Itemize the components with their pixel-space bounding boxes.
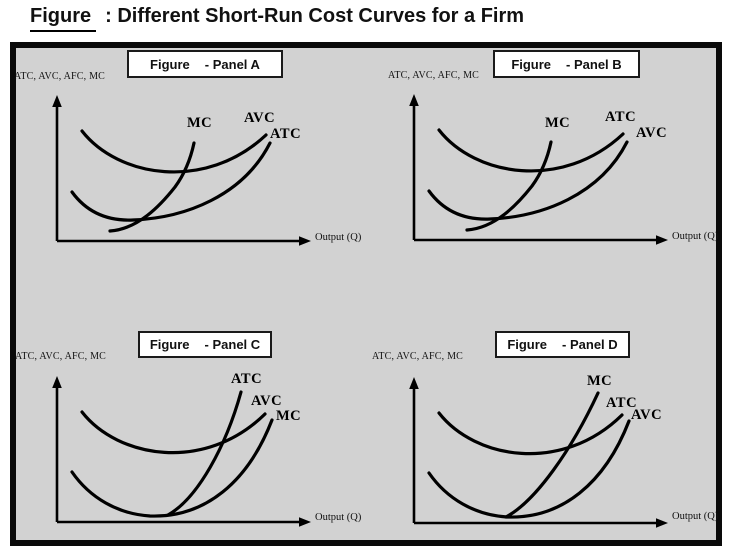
panel-a-atc-curve bbox=[70, 141, 272, 222]
panel-b-title-panel: - Panel B bbox=[566, 56, 622, 72]
panel-b-x-axis-label: Output (Q) bbox=[672, 231, 719, 242]
panel-b-y-axis-arrow-icon bbox=[409, 94, 419, 106]
panel-c-curves bbox=[70, 390, 274, 518]
panel-d-x-axis-label: Output (Q) bbox=[672, 511, 719, 522]
panel-d-curve-label-avc: AVC bbox=[631, 407, 663, 423]
panel-b-axes bbox=[412, 104, 658, 242]
panel-b-atc-curve bbox=[437, 128, 625, 173]
panel-c-avc-curve bbox=[80, 410, 267, 455]
panel-d-atc-curve bbox=[437, 411, 624, 456]
panel-d-title-panel: - Panel D bbox=[562, 337, 618, 352]
panel-c-x-axis-label: Output (Q) bbox=[315, 512, 362, 523]
panel-c-title-figure: Figure bbox=[149, 337, 190, 352]
panel-d-x-axis-arrow-icon bbox=[656, 518, 668, 528]
panel-d-curve-label-atc: ATC bbox=[606, 395, 638, 411]
panel-a-title-figure: Figure bbox=[150, 56, 190, 72]
panel-c-title-box: Figure - Panel C bbox=[138, 331, 272, 358]
panel-c-x-axis-arrow-icon bbox=[299, 517, 311, 527]
panel-a-title-box: Figure - Panel A bbox=[127, 50, 283, 78]
panel-b-avc-curve bbox=[427, 140, 629, 221]
panel-a-title-panel: - Panel A bbox=[204, 56, 260, 72]
panel-c-y-axis-label: ATC, AVC, AFC, MC bbox=[15, 351, 107, 362]
page-title-figure-word: Figure bbox=[30, 5, 97, 32]
panel-a-curve-label-mc: MC bbox=[187, 115, 213, 131]
panel-c-axes bbox=[55, 386, 301, 524]
panel-d-title-figure: Figure bbox=[507, 337, 548, 352]
panel-a-avc-curve bbox=[80, 129, 268, 174]
panel-a-x-axis-label: Output (Q) bbox=[315, 232, 362, 243]
panel-a-y-axis-label: ATC, AVC, AFC, MC bbox=[14, 71, 106, 82]
panel-a-curve-label-avc: AVC bbox=[244, 110, 276, 126]
panel-d-y-axis-label: ATC, AVC, AFC, MC bbox=[372, 351, 464, 362]
panel-c-curve-label-avc: AVC bbox=[251, 393, 283, 409]
panel-a-axes bbox=[55, 105, 301, 243]
panel-d-y-axis-arrow-icon bbox=[409, 377, 419, 389]
panel-b-x-axis-arrow-icon bbox=[656, 235, 668, 245]
panel-b-curve-label-mc: MC bbox=[545, 115, 571, 131]
panel-c-mc-curve bbox=[70, 418, 274, 518]
panel-d-title-box: Figure - Panel D bbox=[495, 331, 630, 358]
panel-a-x-axis-arrow-icon bbox=[299, 236, 311, 246]
figure-board bbox=[10, 42, 722, 546]
panel-b-title-box: Figure - Panel B bbox=[493, 50, 640, 78]
panel-b-curve-label-avc: AVC bbox=[636, 125, 668, 141]
panel-c-title-panel: - Panel C bbox=[204, 337, 261, 352]
page-title-text: : Different Short-Run Cost Curves for a … bbox=[105, 5, 525, 27]
panel-b-y-axis-label: ATC, AVC, AFC, MC bbox=[388, 70, 480, 81]
panel-c-y-axis-arrow-icon bbox=[52, 376, 62, 388]
panel-d-curve-label-mc: MC bbox=[587, 373, 613, 389]
panel-b-curves bbox=[427, 128, 629, 232]
panel-c-curve-label-atc: ATC bbox=[231, 371, 263, 387]
panel-d-avc-curve bbox=[427, 419, 631, 519]
panel-c-curve-label-mc: MC bbox=[276, 408, 302, 424]
panel-a-curves bbox=[70, 129, 272, 233]
panel-d-mc-curve bbox=[504, 391, 600, 519]
panel-c-atc-curve bbox=[166, 390, 243, 517]
panel-d-axes bbox=[412, 387, 658, 525]
panel-b-mc-curve bbox=[465, 140, 553, 232]
panel-a-mc-curve bbox=[108, 141, 196, 233]
panel-b-curve-label-atc: ATC bbox=[605, 109, 637, 125]
panel-d-curves bbox=[427, 391, 631, 519]
panel-b-title-figure: Figure bbox=[511, 56, 552, 72]
panel-a-y-axis-arrow-icon bbox=[52, 95, 62, 107]
page-title: Figure : Different Short-Run Cost Curves … bbox=[30, 5, 524, 32]
panel-a-curve-label-atc: ATC bbox=[270, 126, 302, 142]
